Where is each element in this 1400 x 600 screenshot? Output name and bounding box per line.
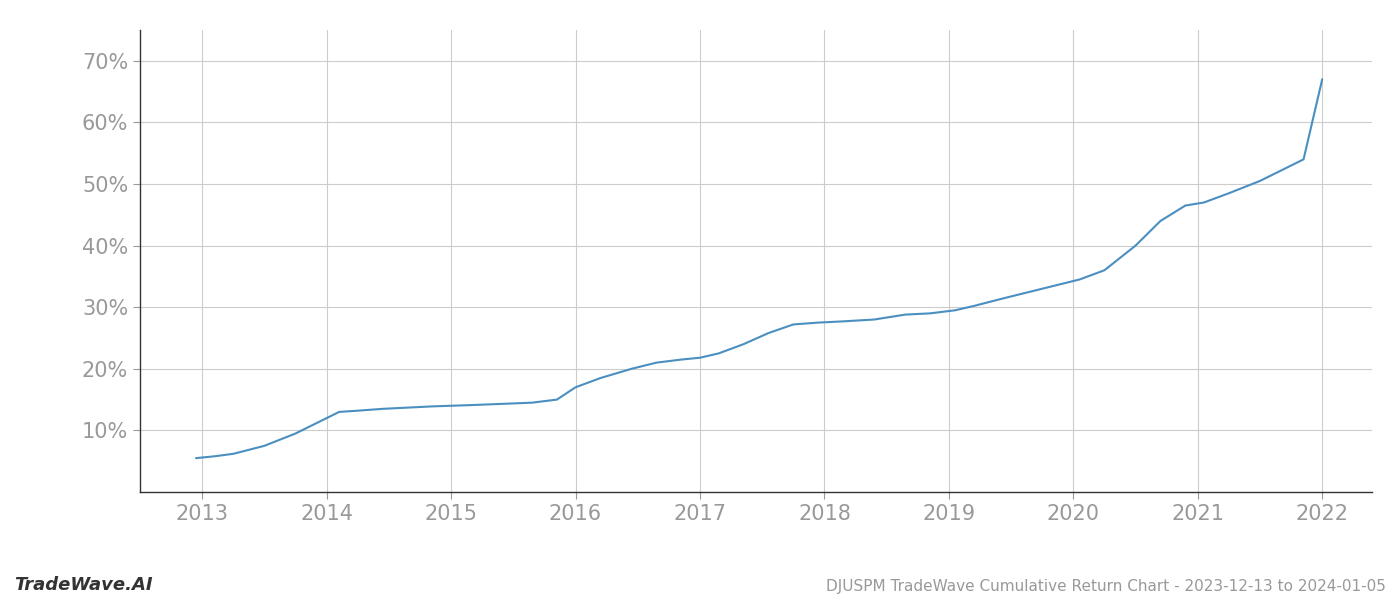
- Text: TradeWave.AI: TradeWave.AI: [14, 576, 153, 594]
- Text: DJUSPM TradeWave Cumulative Return Chart - 2023-12-13 to 2024-01-05: DJUSPM TradeWave Cumulative Return Chart…: [826, 579, 1386, 594]
